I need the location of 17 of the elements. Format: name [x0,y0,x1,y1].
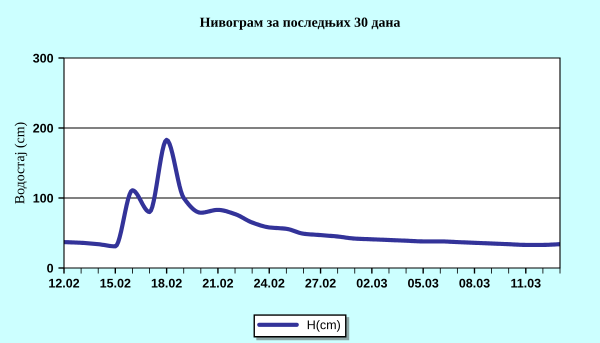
x-tick-label: 21.02 [202,278,234,288]
y-axis-title: Водостај (cm) [14,122,28,204]
y-tick-label: 0 [47,264,54,273]
x-tick-label: 24.02 [254,278,284,288]
x-tick-label: 11.03 [511,278,541,288]
x-tick-label: 08.03 [459,278,490,288]
y-tick-label: 200 [33,124,54,133]
x-tick-label: 12.02 [49,278,80,288]
y-tick-label: 300 [33,54,54,63]
y-tick-label: 100 [34,194,54,203]
x-tick-label: 27.02 [305,278,336,288]
chart-title: Нивограм за последњих 30 дана [200,18,400,30]
x-tick-label: 15.02 [100,278,130,288]
x-tick-label: 02.03 [356,278,388,288]
x-tick-label: 05.03 [408,278,438,288]
x-tick-label: 18.02 [152,278,182,288]
legend-label: H(cm) [308,320,340,332]
